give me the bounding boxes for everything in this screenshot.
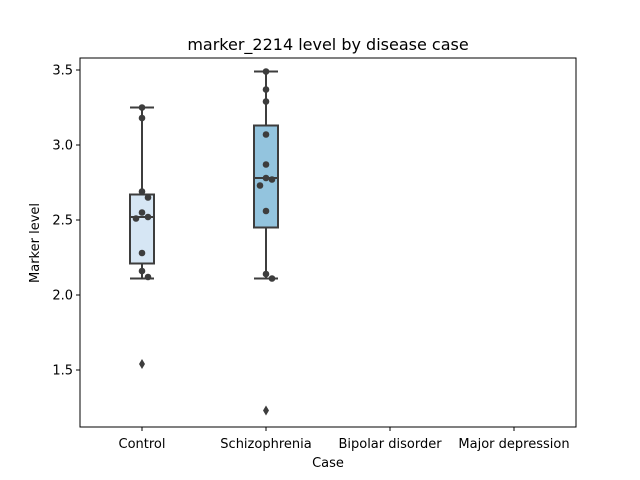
data-point-schizophrenia [262,131,270,138]
data-point-schizophrenia [262,68,270,75]
data-point-control [138,114,146,122]
outlier-point-schizophrenia [263,405,269,416]
axes-frame [79,57,577,428]
x-axis-label: Case [312,456,344,471]
data-point-schizophrenia [256,182,264,189]
data-point-schizophrenia [268,176,276,183]
y-tick-label: 2.0 [52,289,73,304]
data-point-schizophrenia [262,98,270,105]
data-point-control [138,104,146,111]
y-tick-label: 2.5 [52,214,73,229]
data-point-schizophrenia [262,86,270,93]
y-tick-label: 3.5 [52,64,73,79]
x-tick-label: Major depression [458,437,569,452]
data-point-control [138,267,146,275]
data-point-schizophrenia [262,161,270,168]
data-point-control [144,213,152,221]
data-point-control [132,215,140,222]
data-point-schizophrenia [262,270,270,278]
plot-area [129,68,279,416]
chart-title: marker_2214 level by disease case [187,35,468,55]
data-point-schizophrenia [262,174,270,182]
data-point-schizophrenia [268,275,276,282]
axes-ticks: 1.5 2.0 2.5 3.0 3.5 Control Schizophrenia Bipol… [52,64,569,453]
y-axis-label: Marker level [28,203,43,283]
y-tick-label: 3.0 [52,139,73,154]
x-tick-label: Schizophrenia [220,437,311,452]
data-point-control [138,209,146,216]
data-point-schizophrenia [262,207,270,215]
data-point-control [138,188,146,195]
data-point-control [144,194,152,201]
data-point-control [138,249,146,257]
x-tick-label: Control [119,437,166,452]
outlier-point-control [139,359,145,369]
data-point-control [144,273,152,281]
x-tick-label: Bipolar disorder [338,437,442,452]
y-tick-label: 1.5 [52,364,73,379]
